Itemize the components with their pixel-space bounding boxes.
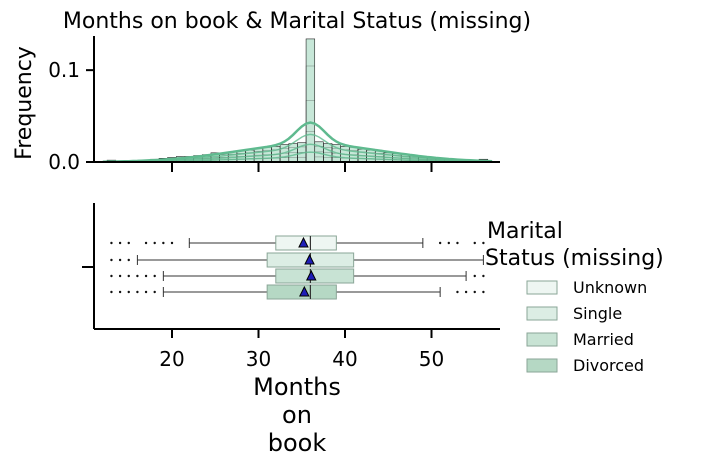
- box-outlier: [118, 274, 122, 278]
- box-x-axis-label: Months on book: [253, 373, 341, 457]
- box-outlier: [127, 241, 130, 245]
- box-outlier: [153, 290, 156, 294]
- box-outlier: [170, 241, 174, 245]
- box-outlier: [482, 241, 485, 245]
- box-outlier: [482, 274, 485, 278]
- box-x-tick-label: 40: [332, 347, 357, 371]
- legend-label: Unknown: [573, 278, 647, 297]
- hist-y-axis-label: Frequency: [12, 46, 37, 160]
- hist-y-tick-label: 0.1: [48, 58, 80, 82]
- box-outlier: [153, 241, 156, 245]
- box-mean-marker: [304, 253, 315, 265]
- box-outlier: [153, 274, 156, 278]
- chart-title: Months on book & Marital Status (missing…: [63, 9, 531, 34]
- box-outlier: [127, 290, 130, 294]
- box-outlier: [136, 274, 139, 278]
- box-x-axis-label-line: book: [268, 429, 327, 457]
- box-outlier: [482, 290, 485, 294]
- box-outlier: [438, 241, 442, 245]
- box-outlier: [456, 290, 459, 294]
- box-outlier: [144, 241, 148, 245]
- box-outlier: [456, 241, 459, 245]
- legend-title: Marital Status (missing): [485, 219, 664, 271]
- box-outlier: [118, 258, 122, 262]
- legend-swatch: [526, 358, 558, 373]
- box-married: [275, 268, 355, 284]
- box-outlier: [473, 241, 476, 245]
- box-outlier: [144, 274, 148, 278]
- box-mean-marker: [298, 236, 309, 248]
- box-outlier: [118, 241, 122, 245]
- legend-swatch: [526, 306, 558, 321]
- box-outlier: [127, 258, 130, 262]
- legend-title-line: Marital: [487, 219, 563, 244]
- box-x-tick-label: 50: [419, 347, 444, 371]
- legend-label: Divorced: [573, 356, 644, 375]
- box-outlier: [127, 274, 130, 278]
- histogram-panel: 0.0 0.1 Frequency: [12, 36, 500, 174]
- legend-label: Married: [573, 330, 634, 349]
- box-x-tick-label: 30: [246, 347, 271, 371]
- kde-curve-total: [102, 121, 493, 163]
- box-outlier: [136, 290, 139, 294]
- box-outlier: [110, 258, 113, 262]
- box-outlier: [473, 290, 476, 294]
- legend-title-line: Status (missing): [485, 246, 664, 271]
- boxplot-panel: 20 30 40 50 Months on book: [82, 203, 500, 457]
- box-mean-marker: [305, 269, 317, 281]
- legend: Marital Status (missing) Unknown Single Marr…: [485, 219, 664, 375]
- box-x-axis-label-line: Months: [253, 373, 341, 401]
- box-outlier: [447, 241, 450, 245]
- box-outlier: [464, 290, 468, 294]
- box-mean-marker: [299, 285, 310, 297]
- box-outlier: [473, 274, 476, 278]
- legend-label: Single: [573, 304, 622, 323]
- legend-swatch: [526, 332, 558, 347]
- legend-swatch: [526, 280, 558, 295]
- box-outlier: [110, 290, 113, 294]
- box-x-axis-label-line: on: [282, 401, 312, 429]
- box-outlier: [118, 290, 122, 294]
- box-outlier: [144, 290, 148, 294]
- box-outlier: [110, 241, 113, 245]
- box-outlier: [110, 274, 113, 278]
- box-outlier: [162, 241, 165, 245]
- box-x-tick-label: 20: [159, 347, 184, 371]
- hist-y-tick-label: 0.0: [48, 150, 80, 174]
